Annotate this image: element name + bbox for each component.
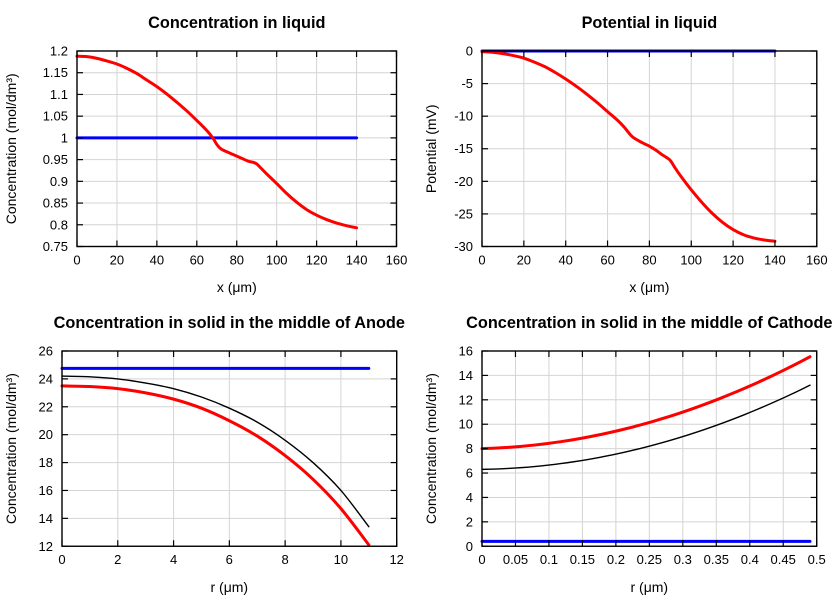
svg-text:Concentration in liquid: Concentration in liquid: [148, 14, 325, 32]
svg-text:80: 80: [230, 253, 244, 268]
svg-text:0: 0: [478, 253, 485, 268]
svg-text:12: 12: [389, 552, 403, 567]
svg-text:8: 8: [281, 552, 288, 567]
svg-text:12: 12: [459, 392, 473, 407]
svg-text:0.8: 0.8: [50, 217, 68, 232]
svg-text:100: 100: [680, 253, 702, 268]
svg-text:-30: -30: [454, 239, 473, 254]
svg-text:60: 60: [600, 253, 614, 268]
svg-text:160: 160: [806, 253, 828, 268]
svg-text:4: 4: [466, 490, 473, 505]
svg-text:1: 1: [61, 130, 68, 145]
svg-text:-10: -10: [454, 109, 473, 124]
svg-text:0.5: 0.5: [808, 552, 826, 567]
svg-text:16: 16: [39, 483, 53, 498]
svg-text:2: 2: [466, 514, 473, 529]
svg-text:6: 6: [226, 552, 233, 567]
svg-text:8: 8: [466, 441, 473, 456]
svg-text:x (μm): x (μm): [629, 279, 669, 295]
svg-text:160: 160: [386, 253, 408, 268]
svg-text:1.15: 1.15: [43, 65, 68, 80]
svg-text:Concentration (mol/dm³): Concentration (mol/dm³): [3, 373, 19, 524]
svg-text:x (μm): x (μm): [217, 279, 257, 295]
svg-text:0.3: 0.3: [674, 552, 692, 567]
svg-text:20: 20: [517, 253, 531, 268]
svg-text:r (μm): r (μm): [210, 579, 248, 595]
svg-text:20: 20: [39, 427, 53, 442]
svg-text:0.25: 0.25: [637, 552, 662, 567]
svg-text:120: 120: [722, 253, 744, 268]
svg-text:-5: -5: [461, 76, 473, 91]
svg-text:Potential in liquid: Potential in liquid: [582, 14, 718, 32]
svg-text:0.45: 0.45: [771, 552, 796, 567]
svg-text:10: 10: [334, 552, 348, 567]
svg-text:22: 22: [39, 399, 53, 414]
svg-text:1.2: 1.2: [50, 44, 68, 59]
svg-text:0.2: 0.2: [607, 552, 625, 567]
svg-text:1.1: 1.1: [50, 87, 68, 102]
svg-text:Concentration in solid in the: Concentration in solid in the middle of …: [54, 314, 405, 332]
svg-text:0: 0: [466, 44, 473, 59]
svg-text:6: 6: [466, 466, 473, 481]
svg-text:80: 80: [642, 253, 656, 268]
svg-text:4: 4: [170, 552, 177, 567]
svg-text:0.05: 0.05: [503, 552, 528, 567]
svg-text:60: 60: [190, 253, 204, 268]
svg-text:100: 100: [266, 253, 288, 268]
svg-text:10: 10: [459, 417, 473, 432]
svg-text:0: 0: [73, 253, 80, 268]
svg-text:0: 0: [466, 539, 473, 554]
svg-text:Concentration (mol/dm³): Concentration (mol/dm³): [3, 73, 19, 224]
svg-text:Concentration (mol/dm³): Concentration (mol/dm³): [423, 373, 439, 524]
svg-text:0.4: 0.4: [741, 552, 759, 567]
svg-text:16: 16: [459, 344, 473, 359]
svg-text:140: 140: [346, 253, 368, 268]
svg-text:r (μm): r (μm): [630, 579, 668, 595]
svg-text:0.75: 0.75: [43, 239, 68, 254]
svg-text:20: 20: [110, 253, 124, 268]
svg-text:120: 120: [306, 253, 328, 268]
svg-text:-25: -25: [454, 206, 473, 221]
svg-text:0: 0: [58, 552, 65, 567]
svg-text:0.85: 0.85: [43, 196, 68, 211]
svg-text:14: 14: [459, 368, 473, 383]
svg-text:24: 24: [39, 371, 53, 386]
svg-text:18: 18: [39, 455, 53, 470]
svg-text:Potential (mV): Potential (mV): [423, 104, 439, 193]
svg-text:Concentration in solid in the: Concentration in solid in the middle of …: [466, 314, 832, 332]
svg-text:0.35: 0.35: [704, 552, 729, 567]
svg-text:26: 26: [39, 344, 53, 359]
svg-text:0: 0: [478, 552, 485, 567]
svg-text:40: 40: [150, 253, 164, 268]
svg-text:40: 40: [558, 253, 572, 268]
svg-text:1.05: 1.05: [43, 109, 68, 124]
svg-text:12: 12: [39, 539, 53, 554]
svg-text:0.1: 0.1: [540, 552, 558, 567]
svg-text:0.15: 0.15: [570, 552, 595, 567]
svg-text:140: 140: [764, 253, 786, 268]
svg-text:0.95: 0.95: [43, 152, 68, 167]
svg-text:2: 2: [114, 552, 121, 567]
svg-text:-20: -20: [454, 174, 473, 189]
svg-text:0.9: 0.9: [50, 174, 68, 189]
svg-text:14: 14: [39, 511, 53, 526]
svg-text:-15: -15: [454, 141, 473, 156]
